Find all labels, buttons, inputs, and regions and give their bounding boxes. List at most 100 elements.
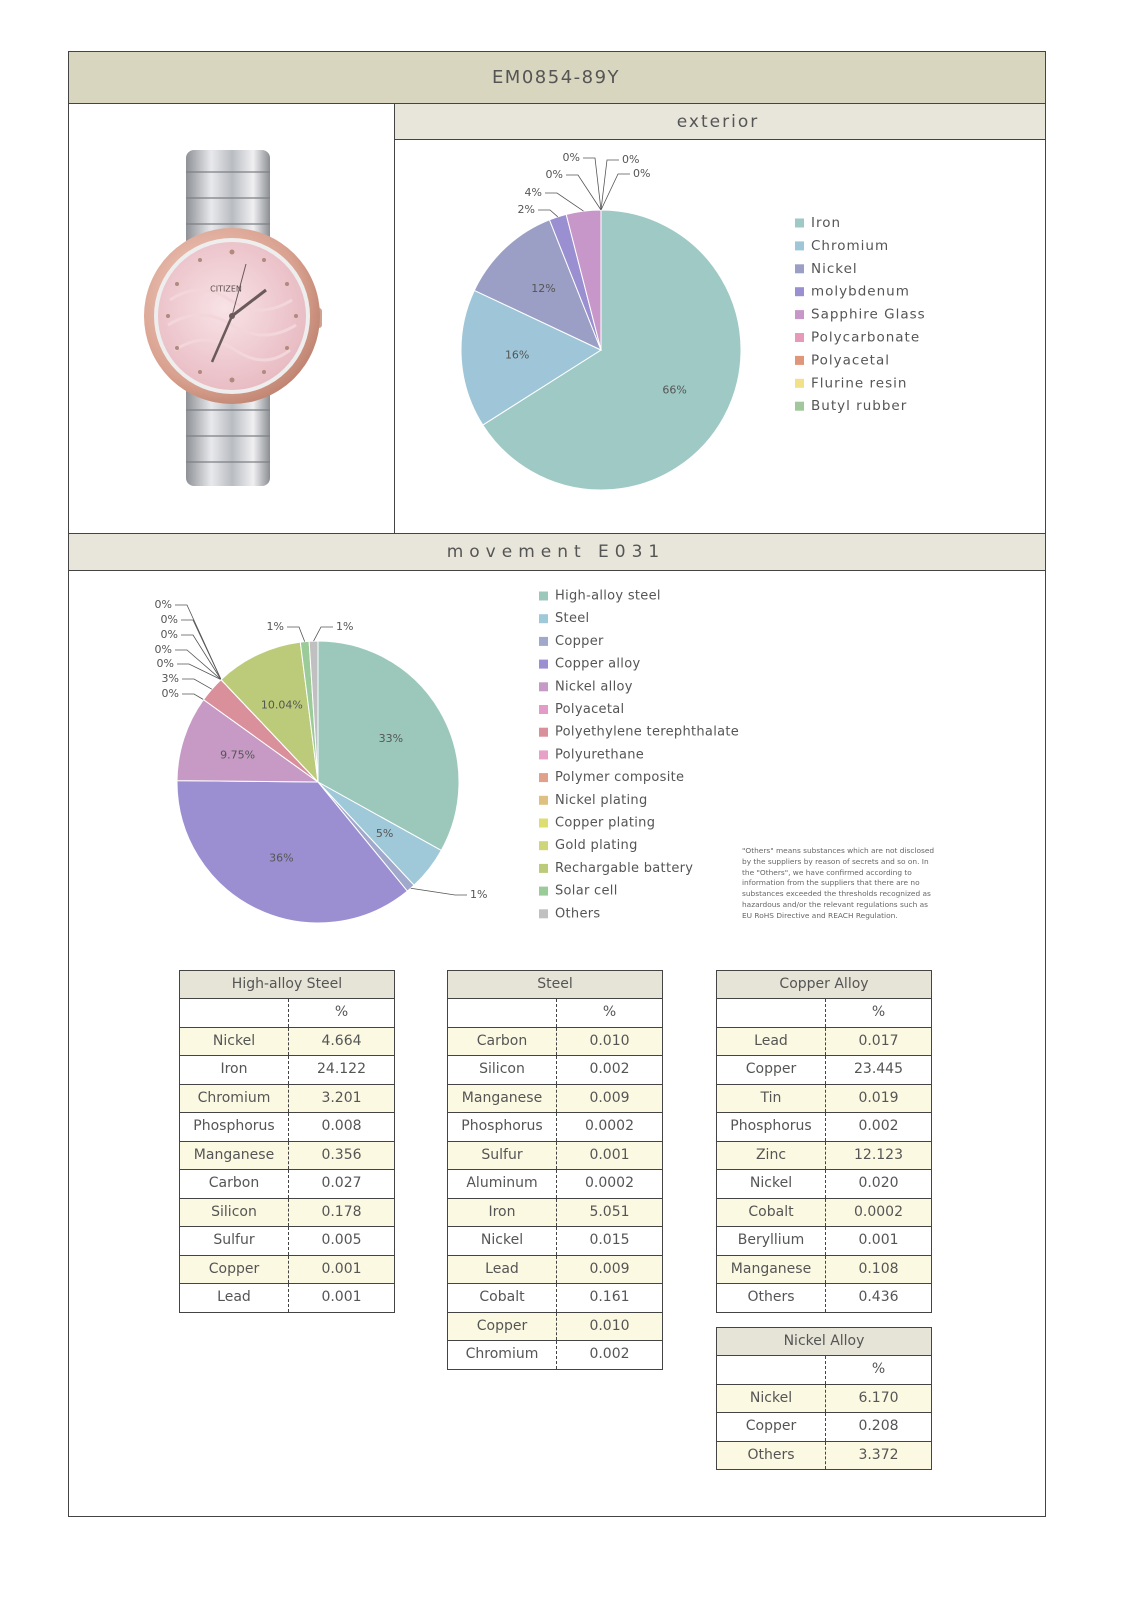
legend-swatch xyxy=(795,287,804,297)
legend-swatch xyxy=(539,750,548,760)
leader-line xyxy=(177,663,222,680)
table-row: Iron 5.051 xyxy=(448,1198,662,1227)
table-row: Lead 0.001 xyxy=(180,1284,394,1312)
slice-label: 16% xyxy=(505,348,529,361)
substance-percent: 4.664 xyxy=(321,1032,362,1049)
legend-label: Gold plating xyxy=(555,838,638,853)
slice-label: 0% xyxy=(161,613,178,626)
substance-percent: 0.010 xyxy=(589,1317,630,1334)
slice-label: 4% xyxy=(525,186,542,199)
legend-swatch xyxy=(539,614,548,624)
leader-line xyxy=(545,192,584,212)
substance-name: Copper xyxy=(448,1312,557,1340)
table-row: Copper 0.001 xyxy=(180,1255,394,1284)
substance-percent: 0.001 xyxy=(589,1146,630,1163)
legend-swatch xyxy=(539,682,548,692)
legend-label: Polyacetal xyxy=(555,702,624,717)
watch-image: CITIZEN xyxy=(144,150,322,486)
table-row: Beryllium 0.001 xyxy=(717,1227,931,1256)
legend-swatch xyxy=(795,378,804,388)
pie-slice xyxy=(482,209,742,491)
legend-label: Nickel plating xyxy=(555,793,648,808)
substance-name: Lead xyxy=(180,1284,289,1312)
legend-label: Polycarbonate xyxy=(811,330,920,346)
pie-slice xyxy=(176,780,409,924)
substance-name: Sulfur xyxy=(448,1141,557,1169)
table-row: Phosphorus 0.002 xyxy=(717,1113,931,1142)
substance-percent: 23.445 xyxy=(854,1061,903,1077)
substance-percent: 0.009 xyxy=(589,1260,630,1277)
substance-percent: 0.161 xyxy=(589,1289,630,1305)
slice-label: 1% xyxy=(336,620,353,633)
legend-swatch xyxy=(539,705,548,714)
legend-label: Butyl rubber xyxy=(811,398,907,414)
legend-label: Steel xyxy=(555,611,589,626)
header-cell xyxy=(180,999,289,1027)
table-row: Carbon 0.027 xyxy=(180,1170,394,1199)
header-cell xyxy=(448,999,557,1027)
substance-name: Manganese xyxy=(448,1084,557,1112)
substance-percent: 0.027 xyxy=(321,1175,362,1191)
table-row: Others 3.372 xyxy=(717,1441,931,1469)
table-row: Sulfur 0.005 xyxy=(180,1227,394,1256)
table-row: Silicon 0.178 xyxy=(180,1198,394,1227)
slice-label: 0% xyxy=(162,687,179,700)
substance-name: Phosphorus xyxy=(448,1113,557,1141)
slice-label: 0% xyxy=(155,598,172,611)
pie-slice xyxy=(220,641,319,784)
slice-label: 3% xyxy=(162,672,179,685)
substance-percent: 0.002 xyxy=(858,1118,899,1134)
substance-name: Copper xyxy=(717,1413,826,1441)
table-row: Others 0.436 xyxy=(717,1284,931,1312)
section-title: exterior xyxy=(677,112,759,132)
leader-line xyxy=(175,604,222,680)
legend-label: Sapphire Glass xyxy=(811,307,926,323)
substance-name: Chromium xyxy=(448,1341,557,1369)
table-row: Silicon 0.002 xyxy=(448,1056,662,1085)
substance-percent: 0.002 xyxy=(589,1061,630,1077)
substance-name: Beryllium xyxy=(717,1227,826,1255)
substance-percent: 0.208 xyxy=(858,1418,899,1434)
table-row: Iron 24.122 xyxy=(180,1056,394,1085)
legend-label: Polyacetal xyxy=(811,352,890,368)
table-header-row: % xyxy=(180,999,394,1028)
composition-table: High-alloy Steel% Nickel 4.664 Iron 24.122 Ch… xyxy=(179,970,395,1313)
legend-label: High-alloy steel xyxy=(555,589,661,604)
pie-slice xyxy=(317,640,460,852)
leader-line xyxy=(182,678,213,690)
leader-line xyxy=(313,626,333,642)
substance-percent: 0.010 xyxy=(589,1032,630,1049)
leader-line xyxy=(410,887,467,896)
unit-header: % xyxy=(871,1004,886,1020)
legend-swatch xyxy=(795,218,804,228)
table-row: Phosphorus 0.0002 xyxy=(448,1113,662,1142)
table-row: Nickel 6.170 xyxy=(717,1384,931,1413)
table-title: High-alloy Steel xyxy=(180,971,394,999)
legend-label: Copper plating xyxy=(555,816,655,831)
table-row: Tin 0.019 xyxy=(717,1084,931,1113)
legend-label: Polyethylene terephthalate xyxy=(555,725,739,740)
table-row: Zinc 12.123 xyxy=(717,1141,931,1170)
substance-name: Chromium xyxy=(180,1084,289,1112)
others-note: "Others" means substances which are not … xyxy=(742,846,935,920)
substance-percent: 0.436 xyxy=(858,1289,899,1305)
substance-name: Nickel xyxy=(448,1227,557,1255)
substance-name: Others xyxy=(717,1441,826,1469)
substance-name: Nickel xyxy=(717,1384,826,1412)
substance-name: Nickel xyxy=(717,1170,826,1198)
substance-name: Sulfur xyxy=(180,1227,289,1255)
slice-label: 0% xyxy=(563,151,580,164)
legend-swatch xyxy=(539,863,548,873)
table-row: Cobalt 0.161 xyxy=(448,1284,662,1313)
substance-percent: 5.051 xyxy=(589,1203,630,1220)
unit-header: % xyxy=(871,1361,886,1377)
table-row: Copper 23.445 xyxy=(717,1056,931,1085)
substance-percent: 0.0002 xyxy=(585,1118,634,1134)
table-header-row: % xyxy=(448,999,662,1028)
table-title: Steel xyxy=(448,971,662,999)
table-row: Manganese 0.009 xyxy=(448,1084,662,1113)
model-title: EM0854-89Y xyxy=(492,67,620,88)
legend-label: Copper alloy xyxy=(555,657,640,672)
substance-name: Phosphorus xyxy=(180,1113,289,1141)
